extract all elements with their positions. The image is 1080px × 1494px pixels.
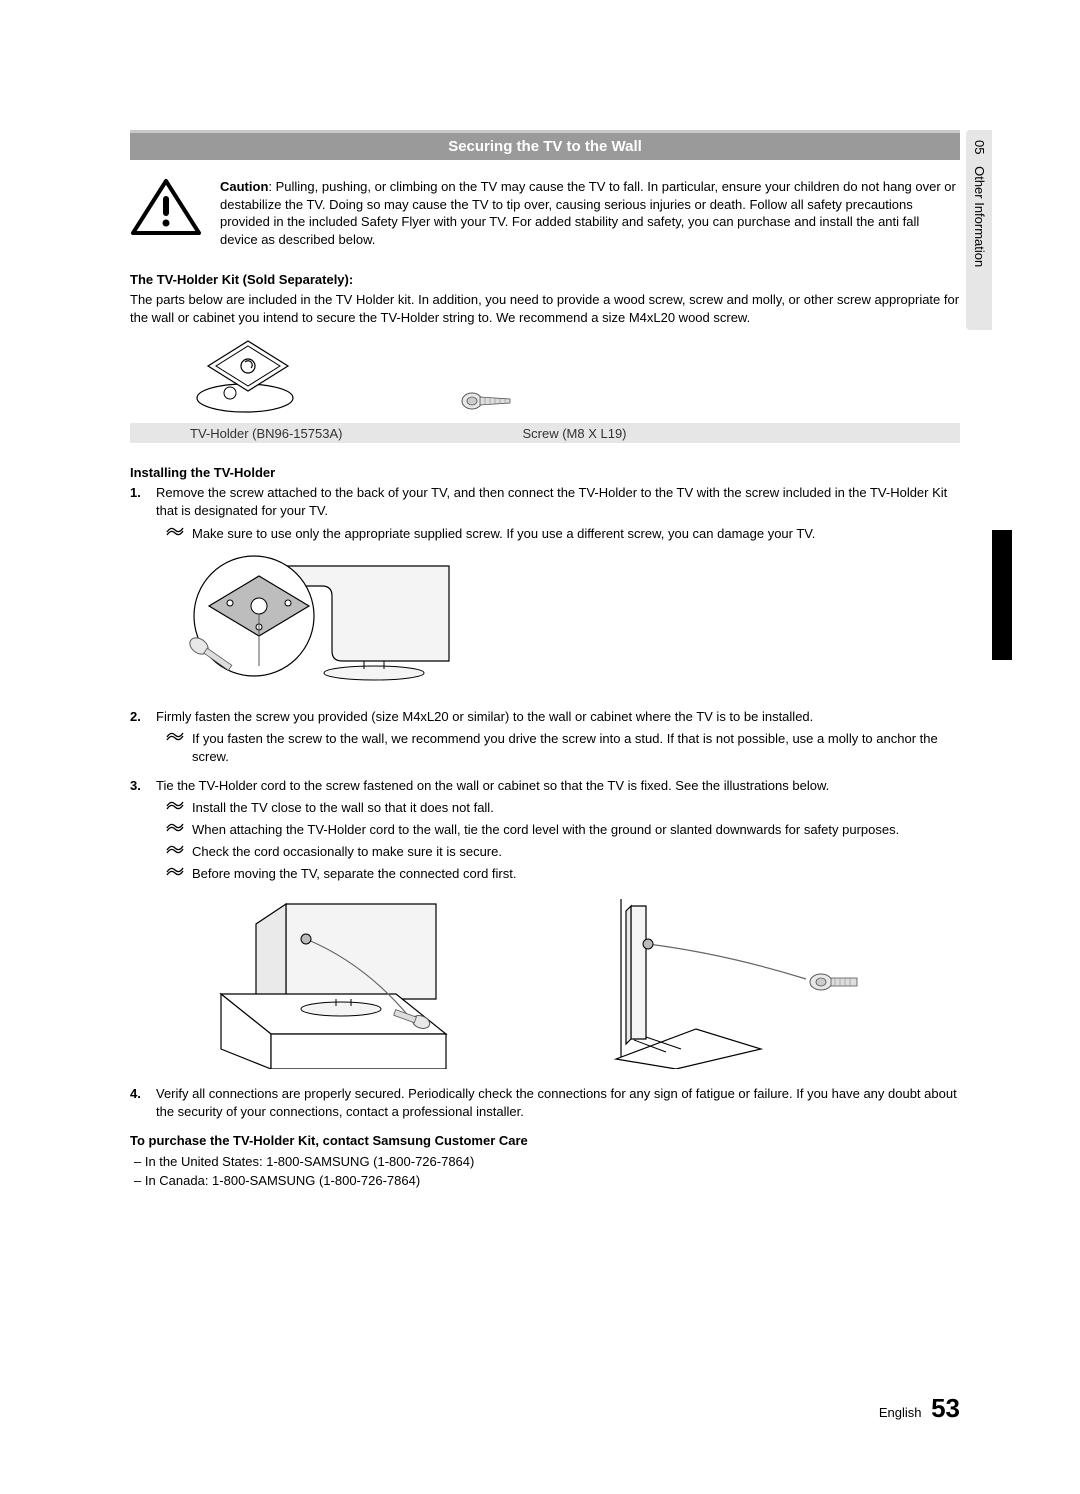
note-2-text: If you fasten the screw to the wall, we … [192,730,960,766]
screw-illustration [460,386,520,416]
kit-item-screw [460,386,520,421]
caution-text: Caution: Pulling, pushing, or climbing o… [220,178,960,248]
illus-cabinet [186,894,506,1069]
kit-parts-row [190,336,960,421]
step-2-text: Firmly fasten the screw you provided (si… [156,709,813,724]
step-4: Verify all connections are properly secu… [130,1085,960,1121]
note-3a-text: Install the TV close to the wall so that… [192,799,494,817]
page-footer: English 53 [879,1393,960,1424]
step-1-text: Remove the screw attached to the back of… [156,485,947,518]
warning-icon [130,178,202,236]
install-heading: Installing the TV-Holder [130,465,960,480]
step-2: Firmly fasten the screw you provided (si… [130,708,960,767]
kit-label-screw: Screw (M8 X L19) [522,426,626,441]
holder-kit-heading: The TV-Holder Kit (Sold Separately): [130,272,960,287]
illustration-step1 [164,551,960,696]
purchase-heading: To purchase the TV-Holder Kit, contact S… [130,1133,960,1148]
note-icon [166,821,184,835]
kit-label-bar: TV-Holder (BN96-15753A) Screw (M8 X L19) [130,423,960,443]
page-content: Securing the TV to the Wall Caution: Pul… [0,0,1080,1251]
note-icon [166,865,184,879]
footer-lang: English [879,1405,922,1420]
kit-item-holder [190,336,330,421]
note-2: If you fasten the screw to the wall, we … [166,730,960,766]
install-steps: Remove the screw attached to the back of… [130,484,960,1121]
page-number: 53 [931,1393,960,1423]
note-icon [166,730,184,744]
note-3b-text: When attaching the TV-Holder cord to the… [192,821,899,839]
tv-holder-illustration [190,336,330,416]
note-3d: Before moving the TV, separate the conne… [166,865,960,883]
illus-wall [576,894,876,1069]
caution-label: Caution [220,179,268,194]
note-3a: Install the TV close to the wall so that… [166,799,960,817]
note-3c-text: Check the cord occasionally to make sure… [192,843,502,861]
illustration-step3 [186,894,960,1069]
note-3b: When attaching the TV-Holder cord to the… [166,821,960,839]
kit-label-holder: TV-Holder (BN96-15753A) [190,426,342,441]
step-4-text: Verify all connections are properly secu… [156,1086,957,1119]
step-1: Remove the screw attached to the back of… [130,484,960,696]
caution-block: Caution: Pulling, pushing, or climbing o… [130,178,960,248]
holder-kit-intro: The parts below are included in the TV H… [130,291,960,326]
note-1-text: Make sure to use only the appropriate su… [192,525,815,543]
note-1: Make sure to use only the appropriate su… [166,525,960,543]
contact-ca: In Canada: 1-800-SAMSUNG (1-800-726-7864… [134,1171,960,1191]
section-title: Securing the TV to the Wall [130,130,960,160]
contact-us: In the United States: 1-800-SAMSUNG (1-8… [134,1152,960,1172]
note-icon [166,843,184,857]
note-3d-text: Before moving the TV, separate the conne… [192,865,516,883]
caution-body: : Pulling, pushing, or climbing on the T… [220,179,956,247]
note-3c: Check the cord occasionally to make sure… [166,843,960,861]
step-3: Tie the TV-Holder cord to the screw fast… [130,777,960,1069]
step-3-text: Tie the TV-Holder cord to the screw fast… [156,778,829,793]
contact-list: In the United States: 1-800-SAMSUNG (1-8… [134,1152,960,1191]
note-icon [166,525,184,539]
note-icon [166,799,184,813]
